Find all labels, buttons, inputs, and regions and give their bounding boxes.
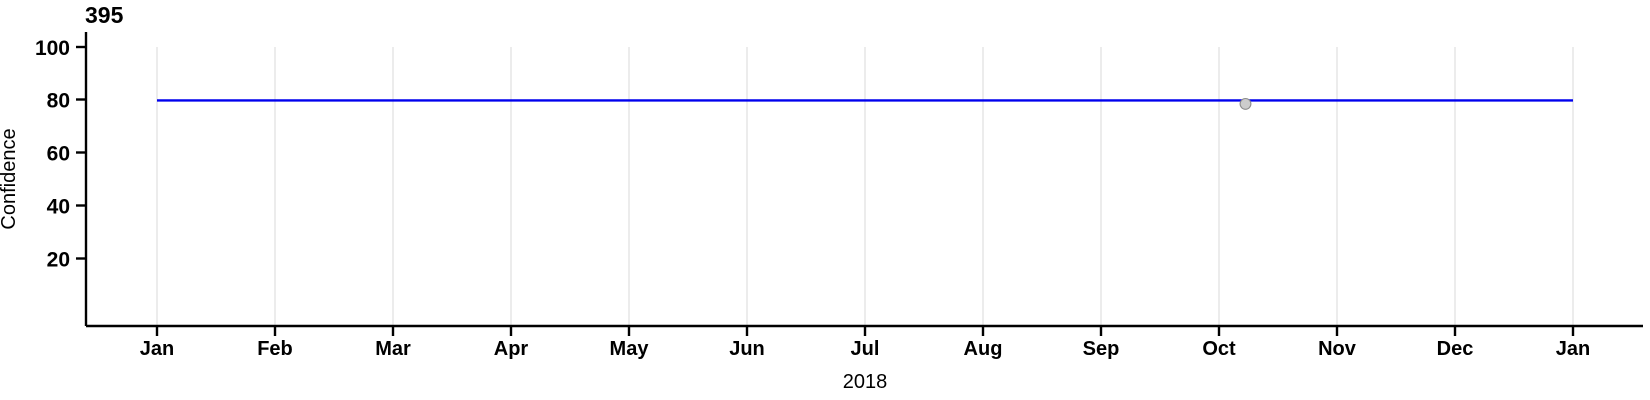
- svg-text:Feb: Feb: [257, 338, 293, 360]
- svg-text:395: 395: [85, 2, 124, 28]
- svg-text:Apr: Apr: [494, 338, 529, 360]
- svg-text:40: 40: [47, 196, 70, 219]
- svg-text:2018: 2018: [843, 371, 888, 393]
- svg-text:Dec: Dec: [1437, 338, 1474, 360]
- svg-text:20: 20: [47, 249, 70, 272]
- svg-text:Jan: Jan: [1556, 338, 1590, 360]
- svg-text:Nov: Nov: [1318, 338, 1357, 360]
- svg-text:80: 80: [47, 90, 70, 113]
- svg-text:Jul: Jul: [851, 338, 880, 360]
- svg-text:Jun: Jun: [729, 338, 765, 360]
- svg-text:Aug: Aug: [964, 338, 1003, 360]
- svg-text:Jan: Jan: [140, 338, 174, 360]
- svg-text:100: 100: [35, 37, 70, 60]
- svg-text:Mar: Mar: [375, 338, 411, 360]
- svg-text:Sep: Sep: [1083, 338, 1120, 360]
- svg-text:May: May: [610, 338, 650, 360]
- svg-text:60: 60: [47, 143, 70, 166]
- svg-text:Oct: Oct: [1202, 338, 1236, 360]
- svg-text:Confidence: Confidence: [0, 128, 20, 229]
